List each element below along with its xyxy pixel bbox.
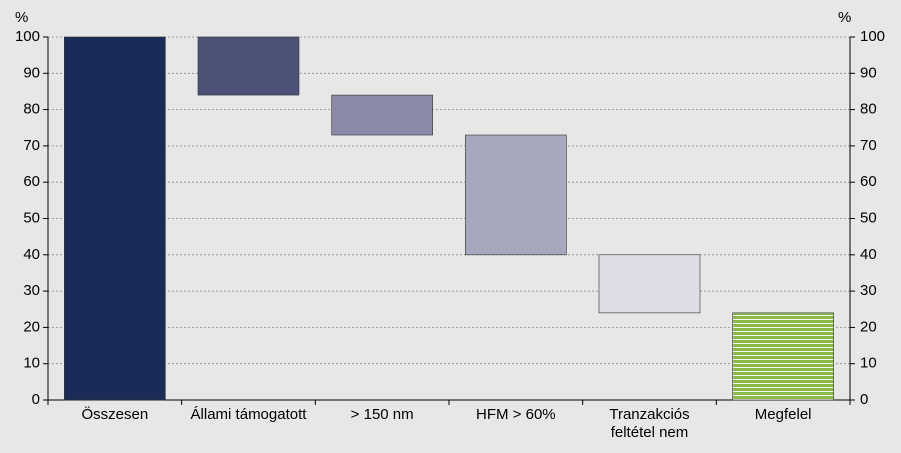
y-tick-label: 10 bbox=[23, 355, 40, 372]
y-tick-label: 70 bbox=[23, 137, 40, 154]
y2-unit: % bbox=[838, 9, 851, 26]
y2-tick-label: 40 bbox=[860, 246, 877, 263]
y2-tick-label: 100 bbox=[860, 28, 885, 45]
y-tick-label: 30 bbox=[23, 282, 40, 299]
y2-tick-label: 90 bbox=[860, 64, 877, 81]
x-tick-label: Megfelel bbox=[754, 406, 812, 423]
bar bbox=[197, 36, 300, 96]
bar bbox=[64, 36, 166, 401]
y2-tick-label: 80 bbox=[860, 101, 877, 118]
y2-tick-label: 70 bbox=[860, 137, 877, 154]
y2-tick-label: 30 bbox=[860, 282, 877, 299]
y2-tick-label: 20 bbox=[860, 318, 877, 335]
y2-tick-label: 60 bbox=[860, 173, 877, 190]
y-tick-label: 0 bbox=[32, 391, 40, 408]
x-tick-label: Állami támogatott bbox=[190, 406, 307, 423]
y-tick-label: 40 bbox=[23, 246, 40, 263]
y-tick-label: 20 bbox=[23, 318, 40, 335]
y2-tick-label: 0 bbox=[860, 391, 868, 408]
bar bbox=[465, 134, 567, 256]
y-tick-label: 50 bbox=[23, 209, 40, 226]
bar bbox=[331, 94, 433, 136]
x-tick-label: Összesen bbox=[81, 406, 149, 423]
x-tick-label: > 150 nm bbox=[350, 406, 414, 423]
bar bbox=[732, 312, 834, 401]
x-tick-label: HFM > 60% bbox=[476, 406, 556, 423]
y-unit: % bbox=[15, 9, 28, 26]
y2-tick-label: 10 bbox=[860, 355, 877, 372]
y2-tick-label: 50 bbox=[860, 209, 877, 226]
y-tick-label: 80 bbox=[23, 101, 40, 118]
y-tick-label: 90 bbox=[23, 64, 40, 81]
y-tick-label: 100 bbox=[15, 28, 40, 45]
bar bbox=[598, 254, 701, 314]
y-tick-label: 60 bbox=[23, 173, 40, 190]
x-tick-label: Tranzakciós feltétel nem bbox=[609, 406, 690, 441]
